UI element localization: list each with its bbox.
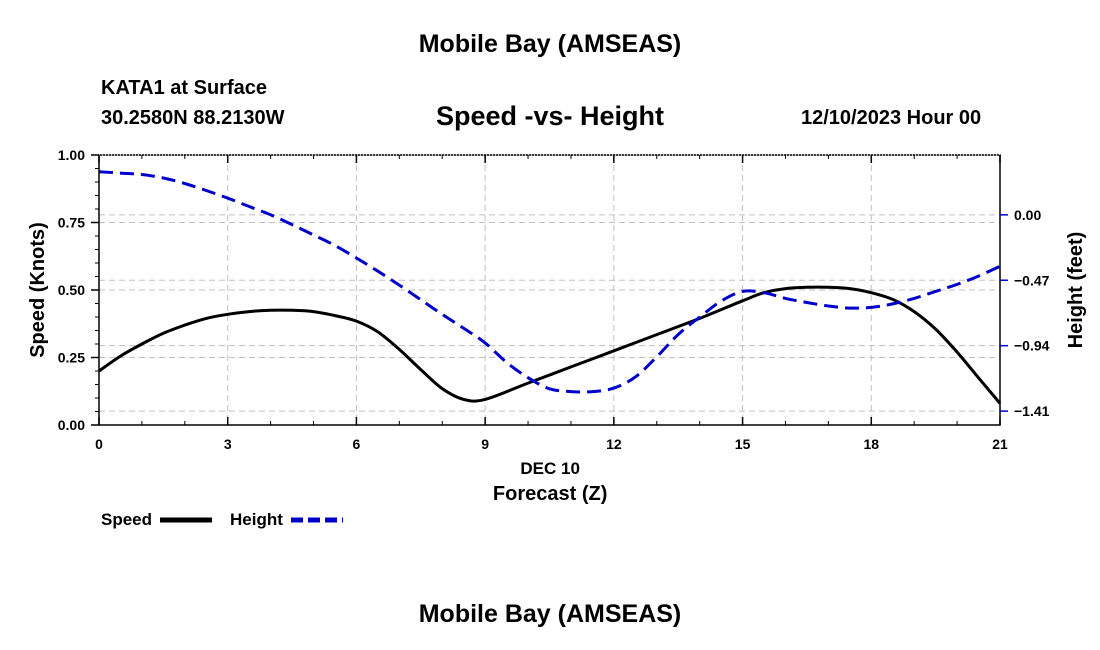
legend: Speed Height (101, 510, 343, 529)
x-tick-label: 3 (224, 436, 232, 452)
y2-axis-label: Height (feet) (1065, 232, 1087, 349)
series-layer (98, 170, 1002, 405)
x-axis-label: Forecast (Z) (493, 483, 607, 505)
y-tick-label: 0.50 (58, 282, 85, 298)
x-tick-label: 21 (992, 436, 1008, 452)
forecast-datetime: 12/10/2023 Hour 00 (801, 107, 982, 129)
x-tick-label: 15 (735, 436, 751, 452)
y-tick-label: 0.25 (58, 350, 85, 366)
x-tick-label: 18 (863, 436, 879, 452)
page-title: Mobile Bay (AMSEAS) (418, 30, 682, 58)
y-axis-label: Speed (Knots) (27, 222, 49, 358)
footer-title: Mobile Bay (AMSEAS) (418, 600, 682, 628)
y2-tick-label: −0.47 (1014, 272, 1050, 288)
y2-tick-label: −1.41 (1014, 403, 1050, 419)
x-tick-label: 6 (353, 436, 361, 452)
y2-tick-label: −0.94 (1014, 338, 1050, 354)
chart-title: Speed -vs- Height (435, 101, 665, 131)
axis-layer: 0 3 6 9 12 15 18 21 0.00 0.25 0.50 0.75 1.00 0.00 −0.4… (58, 147, 1050, 452)
y-tick-label: 0.75 (58, 215, 85, 231)
x-tick-label: 12 (606, 436, 622, 452)
y-tick-label: 1.00 (58, 147, 85, 163)
x-tick-label: 9 (481, 436, 489, 452)
legend-height-label: Height (230, 510, 283, 529)
y2-tick-label: 0.00 (1014, 207, 1041, 223)
x-tick-label: 0 (95, 436, 103, 452)
series-line-height (98, 170, 1001, 394)
station-name: KATA1 at Surface (101, 77, 267, 99)
series-line-speed (98, 285, 1002, 405)
grid-layer (99, 155, 1000, 425)
y-tick-label: 0.00 (58, 417, 85, 433)
station-coordinates: 30.2580N 88.2130W (101, 107, 285, 129)
x-date-label: DEC 10 (520, 459, 580, 478)
legend-speed-label: Speed (101, 510, 152, 529)
speed-height-chart: 0 3 6 9 12 15 18 21 0.00 0.25 0.50 0.75 1.00 0.00 −0.4… (27, 147, 1087, 529)
